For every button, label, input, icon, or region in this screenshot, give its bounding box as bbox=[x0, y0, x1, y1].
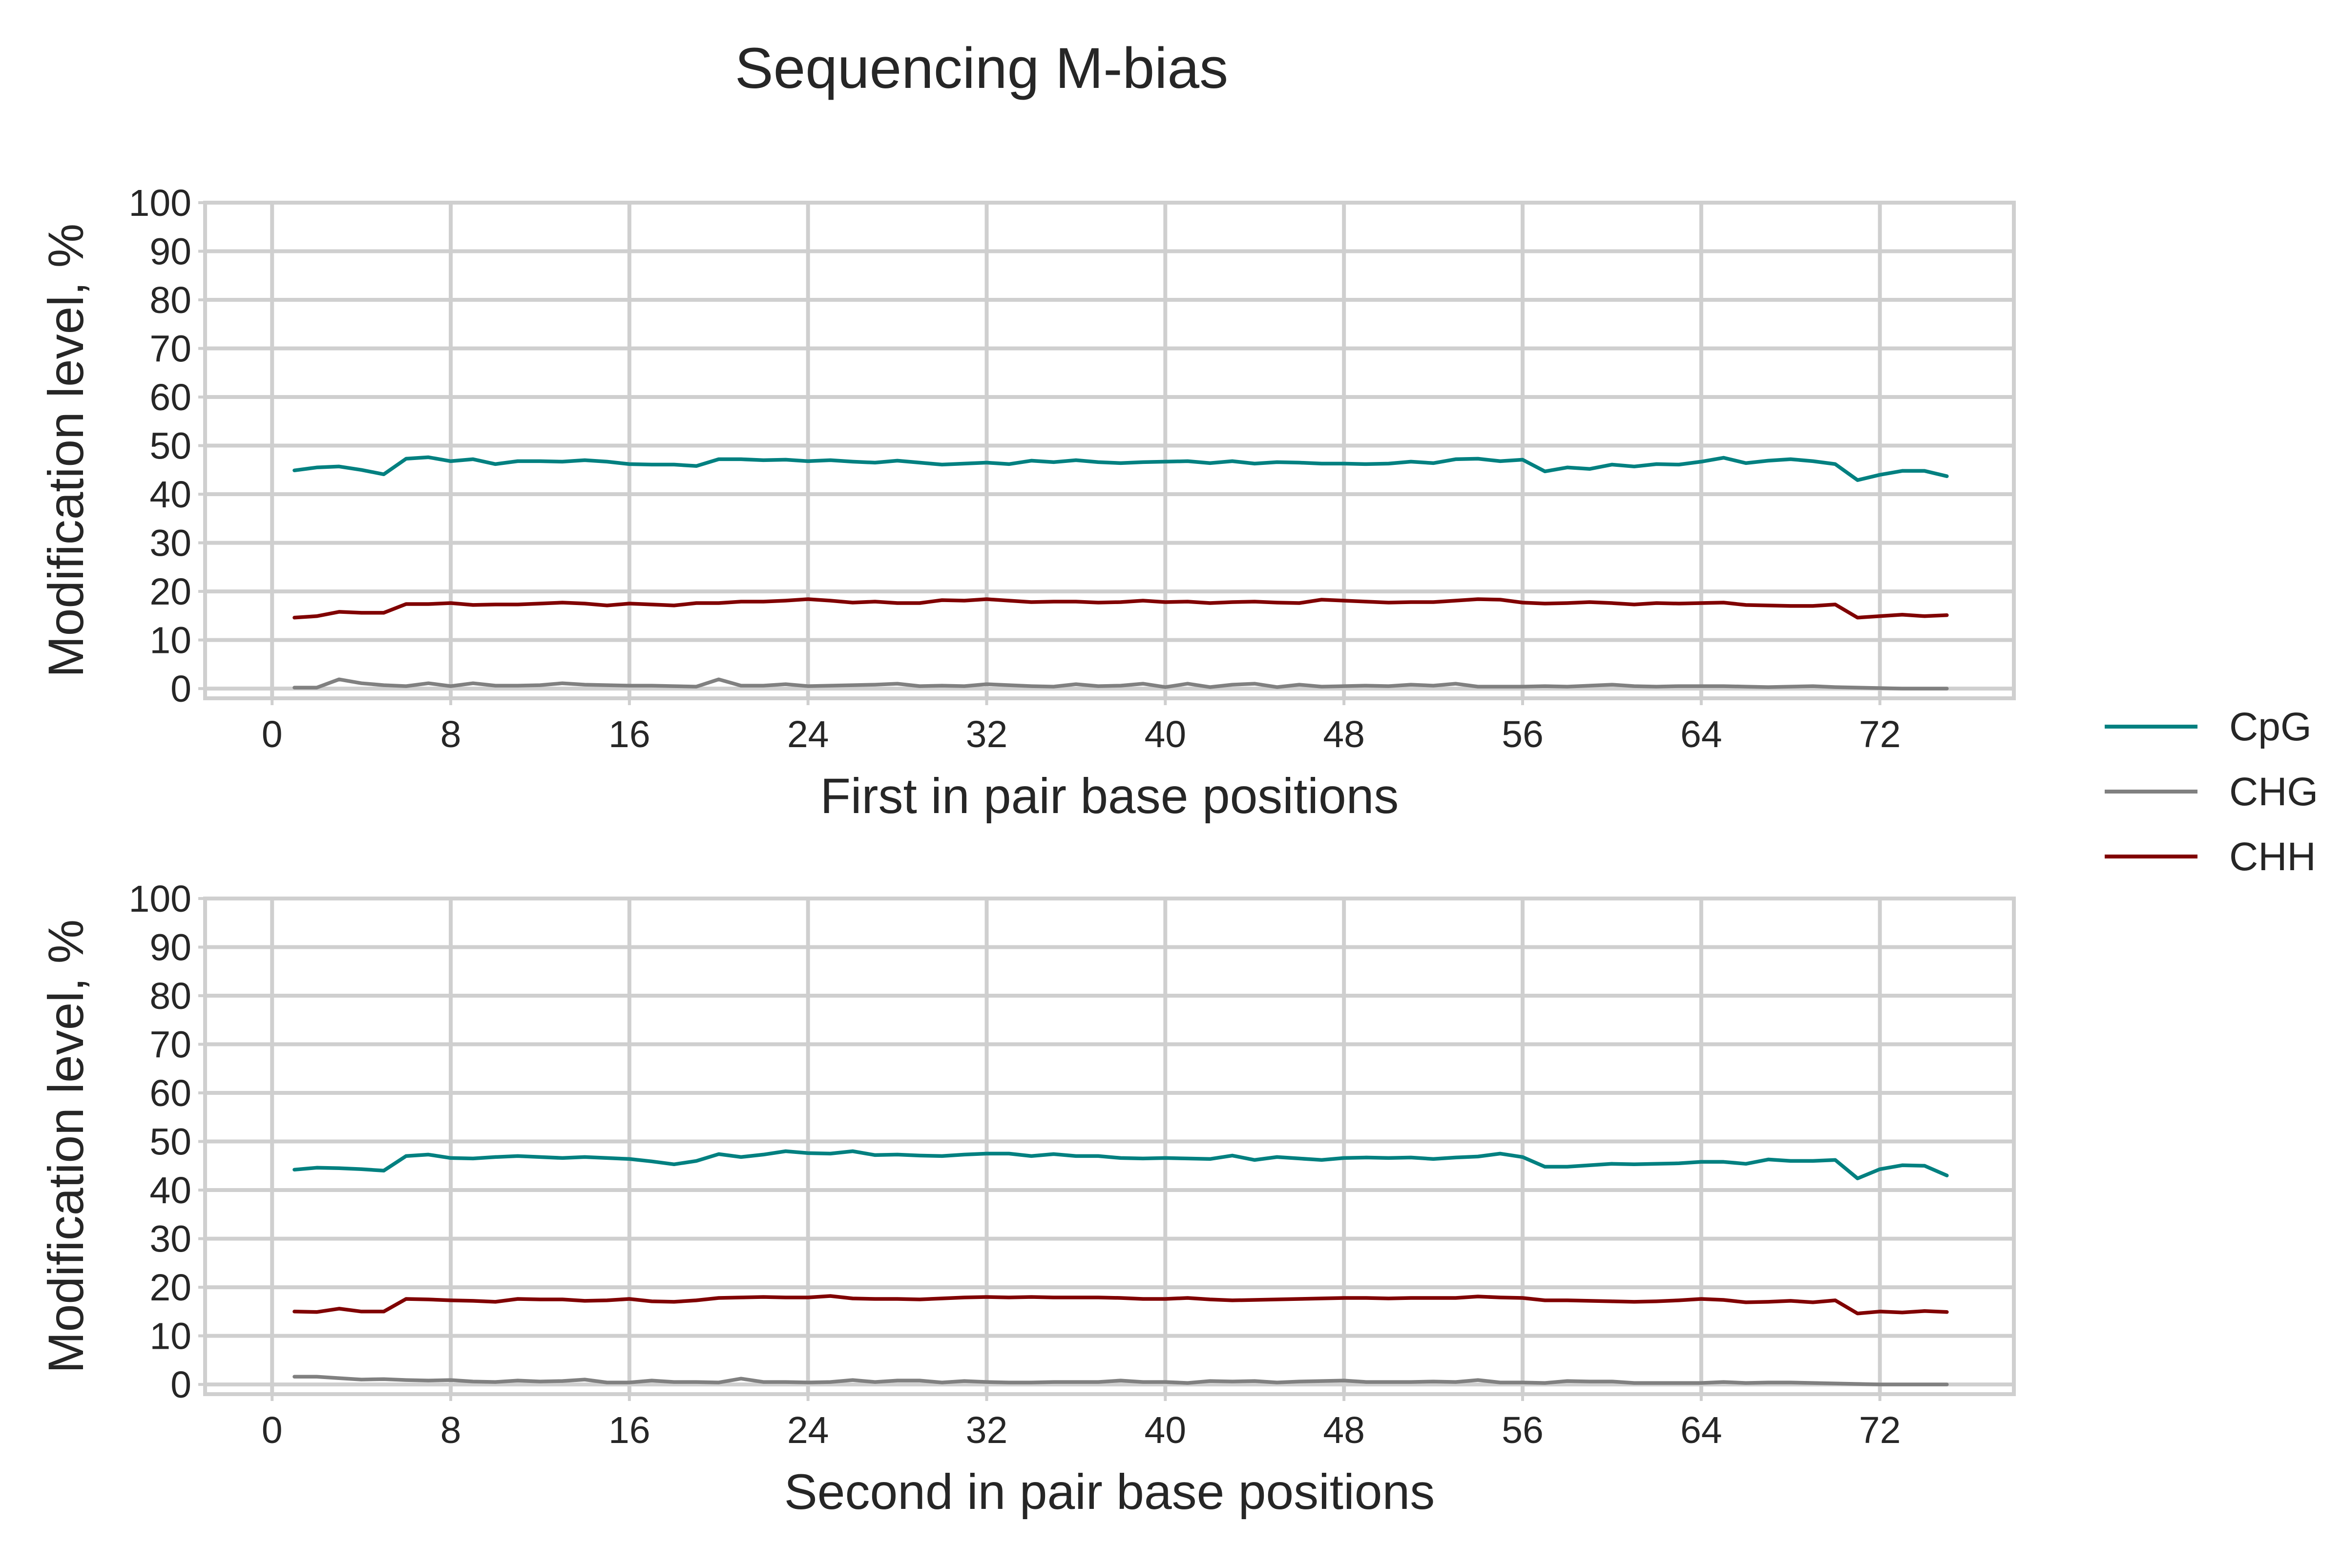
x-axis-label: First in pair base positions bbox=[820, 768, 1399, 824]
y-tick-label: 0 bbox=[170, 668, 191, 710]
y-tick-label: 80 bbox=[149, 975, 191, 1017]
x-tick-label: 48 bbox=[1323, 1409, 1365, 1451]
y-tick-label: 50 bbox=[149, 1121, 191, 1163]
series-line-cpg bbox=[293, 455, 1949, 482]
plot-second-in-pair: 0 8 16 24 32 40 48 56 64 72 0 10 20 30 40 50 60 70 80 90 100… bbox=[38, 878, 2016, 1520]
plot-frame bbox=[203, 201, 2016, 700]
x-tick-label: 48 bbox=[1323, 713, 1365, 755]
y-tick-label: 20 bbox=[149, 1267, 191, 1309]
x-tick-label: 24 bbox=[787, 713, 829, 755]
legend: CpG CHG CHH bbox=[2105, 705, 2318, 879]
y-tick-label: 40 bbox=[149, 1170, 191, 1212]
x-tick-label: 64 bbox=[1680, 713, 1722, 755]
y-tick-label: 10 bbox=[149, 620, 191, 662]
x-tick-label: 16 bbox=[608, 1409, 650, 1451]
y-tick-label: 100 bbox=[129, 878, 191, 920]
series-line-chh bbox=[293, 1294, 1949, 1316]
series-line-chh bbox=[293, 597, 1949, 620]
x-tick-label: 24 bbox=[787, 1409, 829, 1451]
y-tick-label: 50 bbox=[149, 425, 191, 467]
x-tick-label: 40 bbox=[1144, 1409, 1186, 1451]
x-tick-label: 8 bbox=[440, 1409, 461, 1451]
x-tick-label: 8 bbox=[440, 713, 461, 755]
y-tick-label: 60 bbox=[149, 376, 191, 418]
y-tick-label: 60 bbox=[149, 1072, 191, 1114]
x-tick-label: 0 bbox=[262, 1409, 283, 1451]
y-tick-label: 0 bbox=[170, 1364, 191, 1406]
y-tick-label: 70 bbox=[149, 1024, 191, 1066]
y-tick-label: 30 bbox=[149, 523, 191, 564]
x-tick-label: 16 bbox=[608, 713, 650, 755]
legend-label-chg: CHG bbox=[2229, 770, 2318, 814]
x-tick-label: 0 bbox=[262, 713, 283, 755]
series-line-chg bbox=[293, 1375, 1949, 1386]
series-line-chg bbox=[293, 677, 1949, 690]
x-tick-label: 56 bbox=[1502, 1409, 1544, 1451]
plot-first-in-pair: 0 8 16 24 32 40 48 56 64 72 0 10 20 30 40 50 60 70 80 90 100… bbox=[38, 182, 2016, 824]
plot-frame bbox=[203, 897, 2016, 1396]
x-tick-label: 72 bbox=[1859, 1409, 1901, 1451]
legend-label-chh: CHH bbox=[2229, 835, 2316, 879]
legend-label-cpg: CpG bbox=[2229, 705, 2312, 749]
y-tick-label: 90 bbox=[149, 927, 191, 969]
y-tick-label: 30 bbox=[149, 1218, 191, 1260]
x-tick-label: 40 bbox=[1144, 713, 1186, 755]
y-tick-label: 100 bbox=[129, 182, 191, 224]
y-tick-label: 90 bbox=[149, 231, 191, 273]
y-tick-label: 10 bbox=[149, 1316, 191, 1358]
x-tick-label: 64 bbox=[1680, 1409, 1722, 1451]
y-tick-label: 70 bbox=[149, 328, 191, 370]
y-tick-label: 80 bbox=[149, 279, 191, 321]
x-axis-label: Second in pair base positions bbox=[784, 1464, 1435, 1520]
chart-title: Sequencing M-bias bbox=[735, 36, 1228, 101]
y-axis-label: Modification level, % bbox=[38, 224, 94, 678]
y-axis-label: Modification level, % bbox=[38, 920, 94, 1374]
series-line-cpg bbox=[293, 1149, 1949, 1180]
x-tick-label: 32 bbox=[966, 1409, 1008, 1451]
y-tick-label: 20 bbox=[149, 571, 191, 613]
x-tick-label: 56 bbox=[1502, 713, 1544, 755]
y-tick-label: 40 bbox=[149, 474, 191, 516]
x-tick-label: 72 bbox=[1859, 713, 1901, 755]
x-tick-label: 32 bbox=[966, 713, 1008, 755]
